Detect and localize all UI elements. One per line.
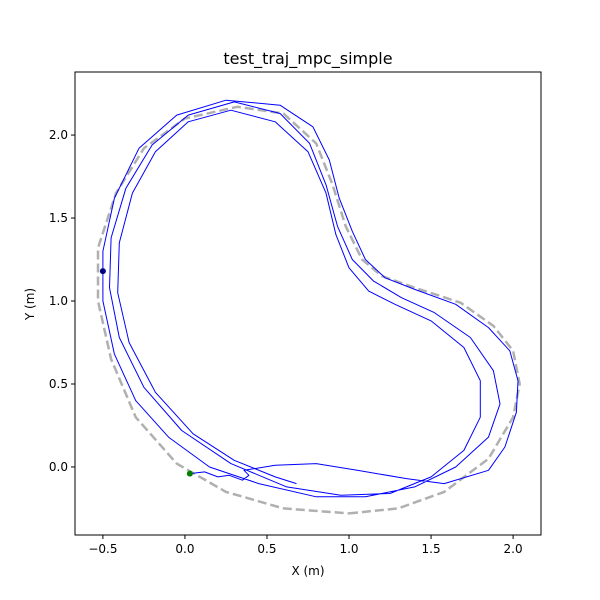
y-tick-label: 0.0: [49, 460, 68, 474]
y-axis: 0.0 0.5 1.0 1.5 2.0: [49, 128, 75, 474]
point-marker-0: [186, 470, 193, 477]
x-tick-label: 1.0: [339, 542, 358, 556]
y-tick-label: 1.0: [49, 294, 68, 308]
x-tick-label: 1.5: [422, 542, 441, 556]
plot-area: [96, 99, 521, 515]
point-marker-1: [99, 268, 106, 275]
y-tick-label: 1.5: [49, 211, 68, 225]
axes-frame: [74, 71, 542, 536]
x-axis-label: X (m): [291, 564, 324, 578]
y-tick-label: 0.5: [49, 377, 68, 391]
series-line-1: [102, 99, 519, 498]
y-axis-label: Y (m): [23, 288, 37, 321]
chart-title: test_traj_mpc_simple: [223, 49, 392, 69]
x-tick-label: 2.0: [504, 542, 523, 556]
y-tick-label: 2.0: [49, 128, 68, 142]
series-line-0: [96, 105, 521, 515]
x-axis: −0.5 0.0 0.5 1.0 1.5 2.0: [88, 535, 523, 556]
x-tick-label: −0.5: [88, 542, 117, 556]
x-tick-label: 0.0: [175, 542, 194, 556]
x-tick-label: 0.5: [257, 542, 276, 556]
